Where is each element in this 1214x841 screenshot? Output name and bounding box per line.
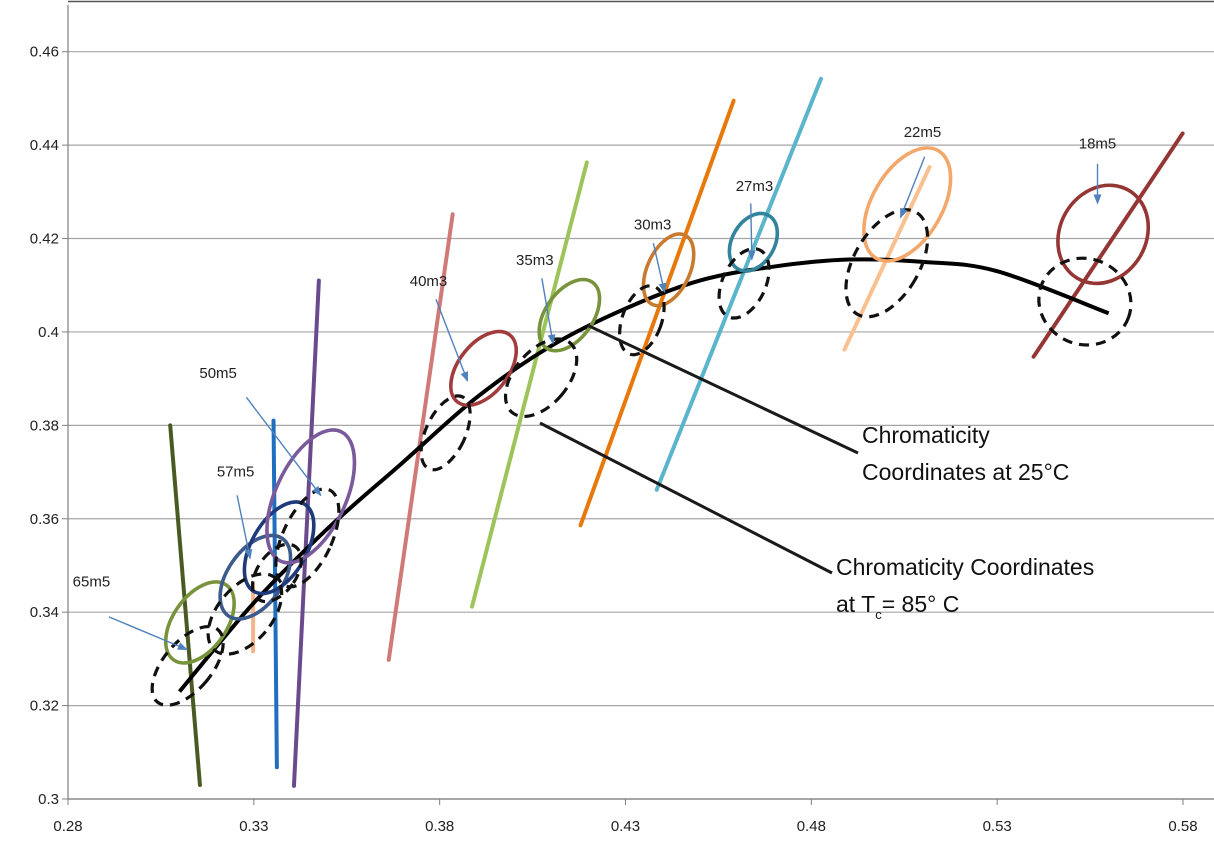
ellipse-label: 40m3 [410, 273, 448, 290]
ellipse-label: 50m5 [199, 365, 237, 382]
x-tick-label: 0.33 [239, 818, 268, 835]
ellipse-label: 22m5 [904, 124, 942, 141]
ellipse-label: 57m5 [217, 463, 255, 480]
x-tick-label: 0.38 [425, 818, 454, 835]
y-tick-label: 0.4 [38, 324, 59, 341]
x-tick-label: 0.53 [983, 818, 1012, 835]
ellipse-85c [618, 284, 666, 357]
ellipse-arrows [108, 156, 1102, 651]
annotation-85c-subscript: c [875, 607, 882, 622]
ellipse-85c [274, 487, 341, 589]
ellipse-25c [242, 500, 316, 596]
annotation-85c-prefix: at T [836, 591, 875, 617]
ellipse-label: 30m3 [634, 217, 672, 234]
ellipse-85c [250, 542, 303, 604]
gridlines [68, 51, 1214, 800]
ellipse-arrow [747, 203, 756, 261]
ellipse-label: 35m3 [516, 252, 554, 269]
annotation-85c-line2: at Tc= 85° C [836, 591, 959, 622]
pointer-line-85c [539, 421, 833, 575]
ellipses [150, 146, 1151, 707]
x-tick-label: 0.58 [1168, 818, 1197, 835]
y-tick-label: 0.34 [30, 604, 59, 621]
y-tick-label: 0.3 [38, 791, 59, 808]
y-tick-label: 0.42 [30, 231, 59, 248]
ellipse-25c [862, 146, 953, 263]
x-tick-label: 0.48 [797, 818, 826, 835]
isotherm-line [1031, 131, 1185, 359]
isotherm-line [470, 160, 589, 609]
y-tick-label: 0.32 [30, 698, 59, 715]
y-tick-label: 0.38 [30, 417, 59, 434]
ellipse-25c [641, 232, 696, 308]
ellipse-25c [727, 211, 780, 273]
ellipse-85c [503, 337, 579, 419]
ellipse-25c [1056, 183, 1151, 286]
ellipse-arrow [245, 396, 322, 497]
isotherm-line [578, 98, 736, 528]
isotherm-line [168, 423, 202, 787]
annotation-25c-line1: Chromaticity [862, 422, 990, 448]
annotation-85c-suffix: = 85° C [882, 591, 960, 617]
ellipse-arrow [899, 156, 926, 219]
ellipse-85c [150, 624, 225, 707]
ellipse-labels: 65m5 57m5 50m5 40m3 35m3 30m3 27m3 22m5 18m5 [73, 124, 1117, 590]
ellipse-25c [265, 428, 357, 565]
ellipse-25c [537, 277, 602, 353]
ellipse-85c [717, 247, 771, 320]
isotherm-line [291, 278, 321, 788]
ellipse-arrow [541, 278, 556, 345]
isotherm-line [386, 212, 455, 662]
y-tick-label: 0.46 [30, 44, 59, 61]
ellipse-label: 65m5 [73, 573, 111, 590]
ellipse-85c [419, 394, 472, 472]
y-tick-label: 0.36 [30, 511, 59, 528]
ellipse-arrow [435, 298, 469, 382]
axes: 0.3 0.32 0.34 0.36 0.38 0.4 0.42 0.44 0.46 0.28 0.… [30, 0, 1214, 835]
isotherm-line [654, 76, 823, 492]
ellipse-25c [449, 329, 519, 408]
x-tick-label: 0.28 [53, 818, 82, 835]
ellipse-arrow [236, 495, 253, 560]
ellipse-85c [206, 572, 284, 656]
ellipse-arrow [108, 616, 188, 651]
ellipse-25c [163, 580, 236, 665]
ellipse-label: 18m5 [1079, 135, 1117, 152]
ellipse-arrow [652, 243, 667, 294]
ellipse-label: 27m3 [736, 178, 774, 195]
ellipse-85c [844, 208, 930, 319]
ellipse-25c [218, 533, 293, 621]
ellipse-85c [1037, 256, 1133, 347]
pointer-line-25c [586, 323, 859, 455]
x-tick-label: 0.43 [611, 818, 640, 835]
annotation-25c-line2: Coordinates at 25°C [862, 459, 1069, 485]
y-tick-label: 0.44 [30, 137, 59, 154]
legend-pointers [539, 323, 859, 575]
annotation-85c-line1: Chromaticity Coordinates [836, 554, 1094, 580]
